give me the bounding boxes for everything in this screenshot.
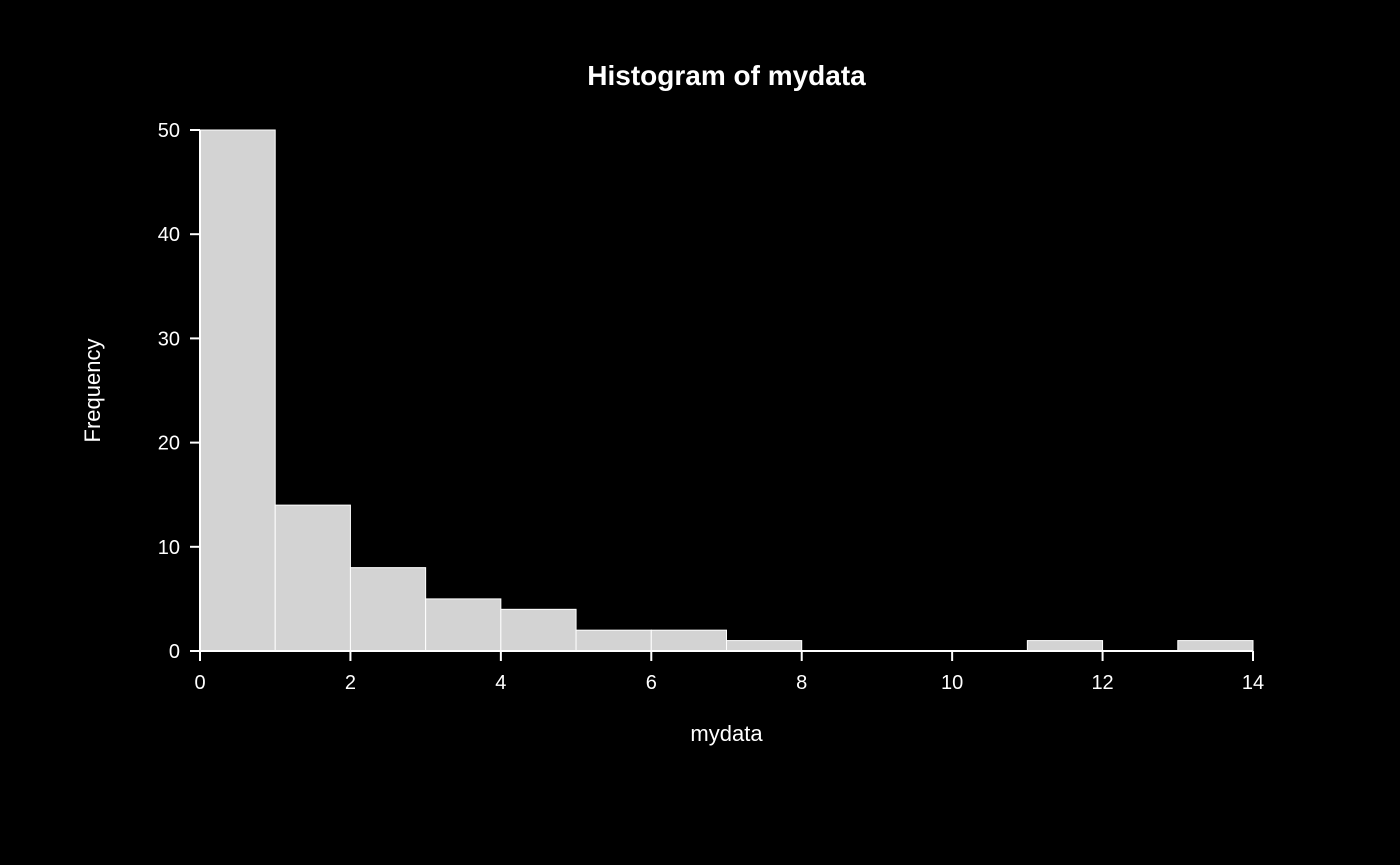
y-axis: 0 10 20 30 40 50 [158, 120, 200, 663]
x-axis: 0 2 4 6 8 10 12 14 [194, 651, 1264, 694]
y-tick-label: 40 [158, 224, 180, 246]
y-tick-label: 10 [158, 537, 180, 559]
x-tick-label: 6 [646, 672, 657, 694]
histogram-bar [576, 630, 651, 651]
y-tick-label: 0 [169, 641, 180, 663]
x-axis-label: mydata [690, 721, 763, 746]
x-tick-label: 0 [194, 672, 205, 694]
y-axis-label: Frequency [80, 339, 105, 443]
y-tick-label: 30 [158, 328, 180, 350]
y-tick-label: 20 [158, 433, 180, 455]
histogram-bar [651, 630, 726, 651]
histogram-bar [350, 568, 425, 651]
chart-title: Histogram of mydata [587, 60, 866, 91]
x-tick-label: 2 [345, 672, 356, 694]
histogram-bar [501, 609, 576, 651]
bars-group [200, 130, 1253, 651]
histogram-bar [275, 505, 350, 651]
y-tick-label: 50 [158, 120, 180, 142]
histogram-chart: Histogram of mydata mydata Frequency 0 2 4… [0, 0, 1400, 865]
x-tick-label: 14 [1242, 672, 1264, 694]
histogram-bar [1027, 641, 1102, 651]
x-tick-label: 10 [941, 672, 963, 694]
histogram-bar [727, 641, 802, 651]
x-tick-label: 8 [796, 672, 807, 694]
histogram-bar [426, 599, 501, 651]
histogram-bar [1178, 641, 1253, 651]
histogram-bar [200, 130, 275, 651]
x-tick-label: 4 [495, 672, 506, 694]
x-tick-label: 12 [1091, 672, 1113, 694]
